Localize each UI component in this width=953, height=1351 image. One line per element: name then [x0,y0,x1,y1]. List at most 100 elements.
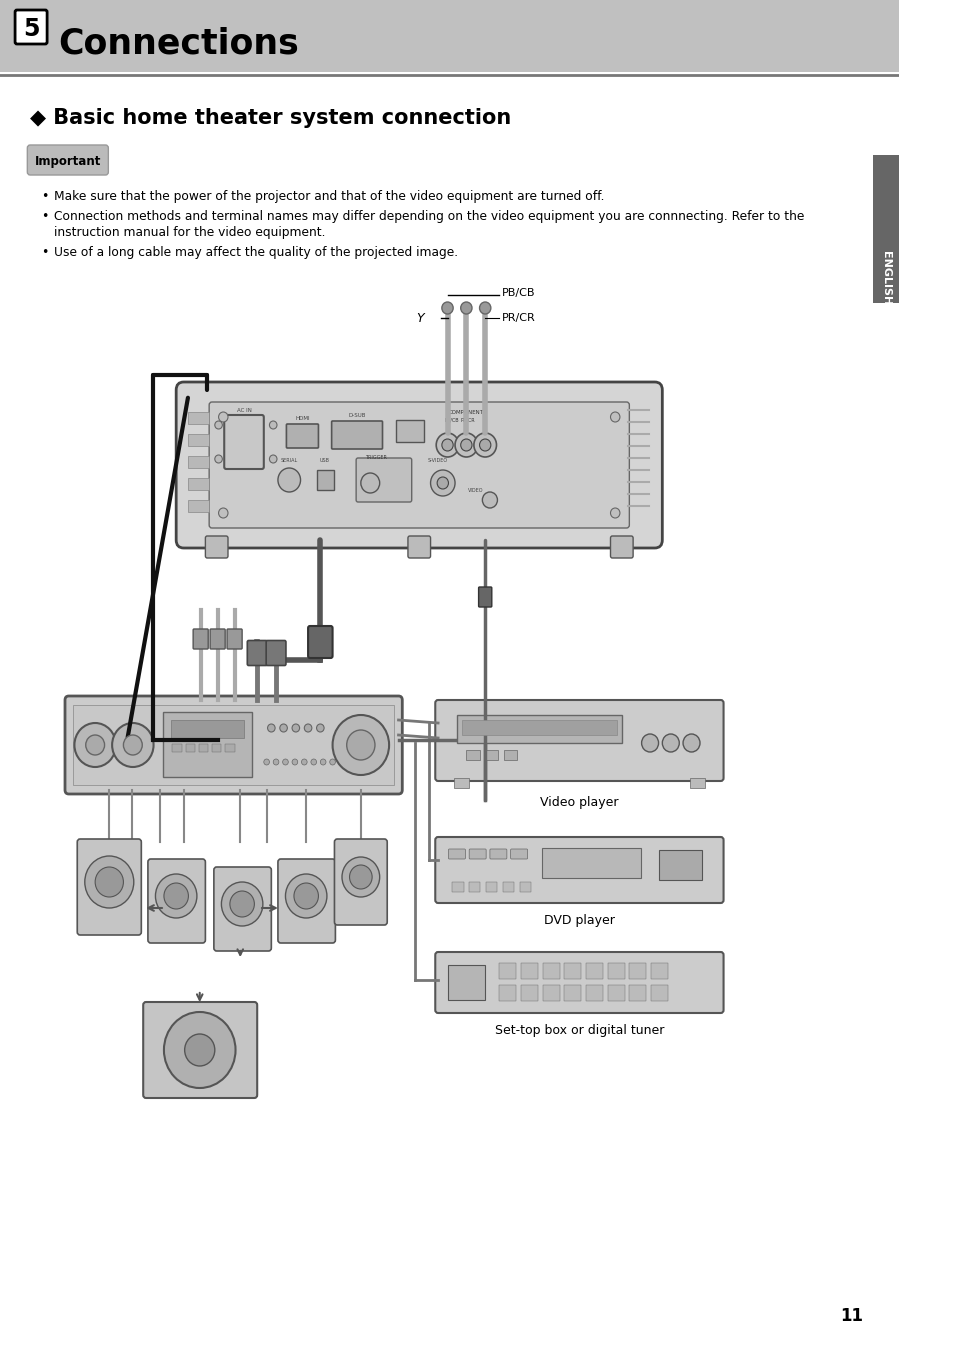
Bar [73,705,394,785]
Circle shape [346,730,375,761]
Text: COMPONENT: COMPONENT [449,409,483,415]
Text: PR/CR: PR/CR [501,313,536,323]
Circle shape [95,867,123,897]
Circle shape [360,473,379,493]
Circle shape [230,892,254,917]
Circle shape [316,724,324,732]
Bar [395,420,423,442]
FancyBboxPatch shape [15,9,47,45]
Circle shape [482,492,497,508]
Bar [189,434,209,446]
Text: instruction manual for the video equipment.: instruction manual for the video equipme… [53,226,325,239]
FancyBboxPatch shape [490,848,506,859]
Bar [485,750,497,761]
Text: USB: USB [319,458,330,463]
Text: PB/CB: PB/CB [444,417,459,423]
Circle shape [279,724,287,732]
Bar [461,720,617,735]
Bar [541,848,640,878]
Circle shape [185,1034,214,1066]
Circle shape [341,857,379,897]
FancyBboxPatch shape [205,536,228,558]
Text: Y: Y [416,312,423,324]
FancyBboxPatch shape [247,640,267,666]
Circle shape [641,734,658,753]
Circle shape [218,508,228,517]
FancyBboxPatch shape [355,458,412,503]
Bar [872,155,898,303]
Circle shape [155,874,196,917]
FancyBboxPatch shape [148,859,205,943]
Circle shape [479,439,491,451]
FancyBboxPatch shape [332,422,382,449]
FancyBboxPatch shape [209,403,629,528]
Bar [503,750,517,761]
Circle shape [682,734,700,753]
Bar [466,750,479,761]
Text: PR/CR: PR/CR [460,417,475,423]
FancyBboxPatch shape [610,536,633,558]
FancyBboxPatch shape [435,838,722,902]
FancyBboxPatch shape [435,952,722,1013]
Circle shape [273,759,278,765]
Bar [172,744,182,753]
Text: PB/CB: PB/CB [501,288,535,299]
Circle shape [294,884,318,909]
Bar [189,478,209,490]
Circle shape [474,434,496,457]
Bar [607,985,624,1001]
Circle shape [330,759,335,765]
FancyBboxPatch shape [277,859,335,943]
Text: Use of a long cable may affect the quality of the projected image.: Use of a long cable may affect the quali… [53,246,457,259]
Circle shape [164,1012,235,1088]
Circle shape [479,303,491,313]
Circle shape [441,439,453,451]
Text: 11: 11 [840,1306,862,1325]
Circle shape [214,422,222,430]
Circle shape [277,467,300,492]
FancyBboxPatch shape [478,586,492,607]
Circle shape [460,303,472,313]
Bar [171,720,244,738]
Circle shape [311,759,316,765]
FancyBboxPatch shape [510,848,527,859]
Text: Make sure that the power of the projector and that of the video equipment are tu: Make sure that the power of the projecto… [53,190,603,203]
Text: •: • [41,209,49,223]
Circle shape [610,412,619,422]
Circle shape [610,508,619,517]
Text: AC IN: AC IN [236,408,252,413]
Bar [189,457,209,467]
Circle shape [292,724,299,732]
Text: Set-top box or digital tuner: Set-top box or digital tuner [495,1024,663,1038]
Bar [189,500,209,512]
FancyBboxPatch shape [435,700,722,781]
Bar [585,985,602,1001]
FancyBboxPatch shape [227,630,242,648]
Text: •: • [41,246,49,259]
Bar [452,882,463,892]
Circle shape [85,857,133,908]
FancyBboxPatch shape [65,696,402,794]
Text: Connection methods and terminal names may differ depending on the video equipmen: Connection methods and terminal names ma… [53,209,803,223]
Circle shape [214,455,222,463]
Bar [498,963,516,979]
Bar [212,744,221,753]
Circle shape [218,412,228,422]
Bar [629,963,645,979]
FancyBboxPatch shape [469,848,486,859]
Circle shape [436,434,458,457]
Circle shape [269,422,276,430]
FancyBboxPatch shape [193,630,208,648]
Circle shape [282,759,288,765]
FancyBboxPatch shape [143,1002,257,1098]
Circle shape [264,759,269,765]
Bar [564,985,580,1001]
Text: D-SUB: D-SUB [348,413,365,417]
Circle shape [221,882,263,925]
Circle shape [460,439,472,451]
Text: VIDEO: VIDEO [468,488,483,493]
Circle shape [430,470,455,496]
FancyBboxPatch shape [308,626,333,658]
Bar [456,715,621,743]
Text: HDMI: HDMI [294,416,310,422]
